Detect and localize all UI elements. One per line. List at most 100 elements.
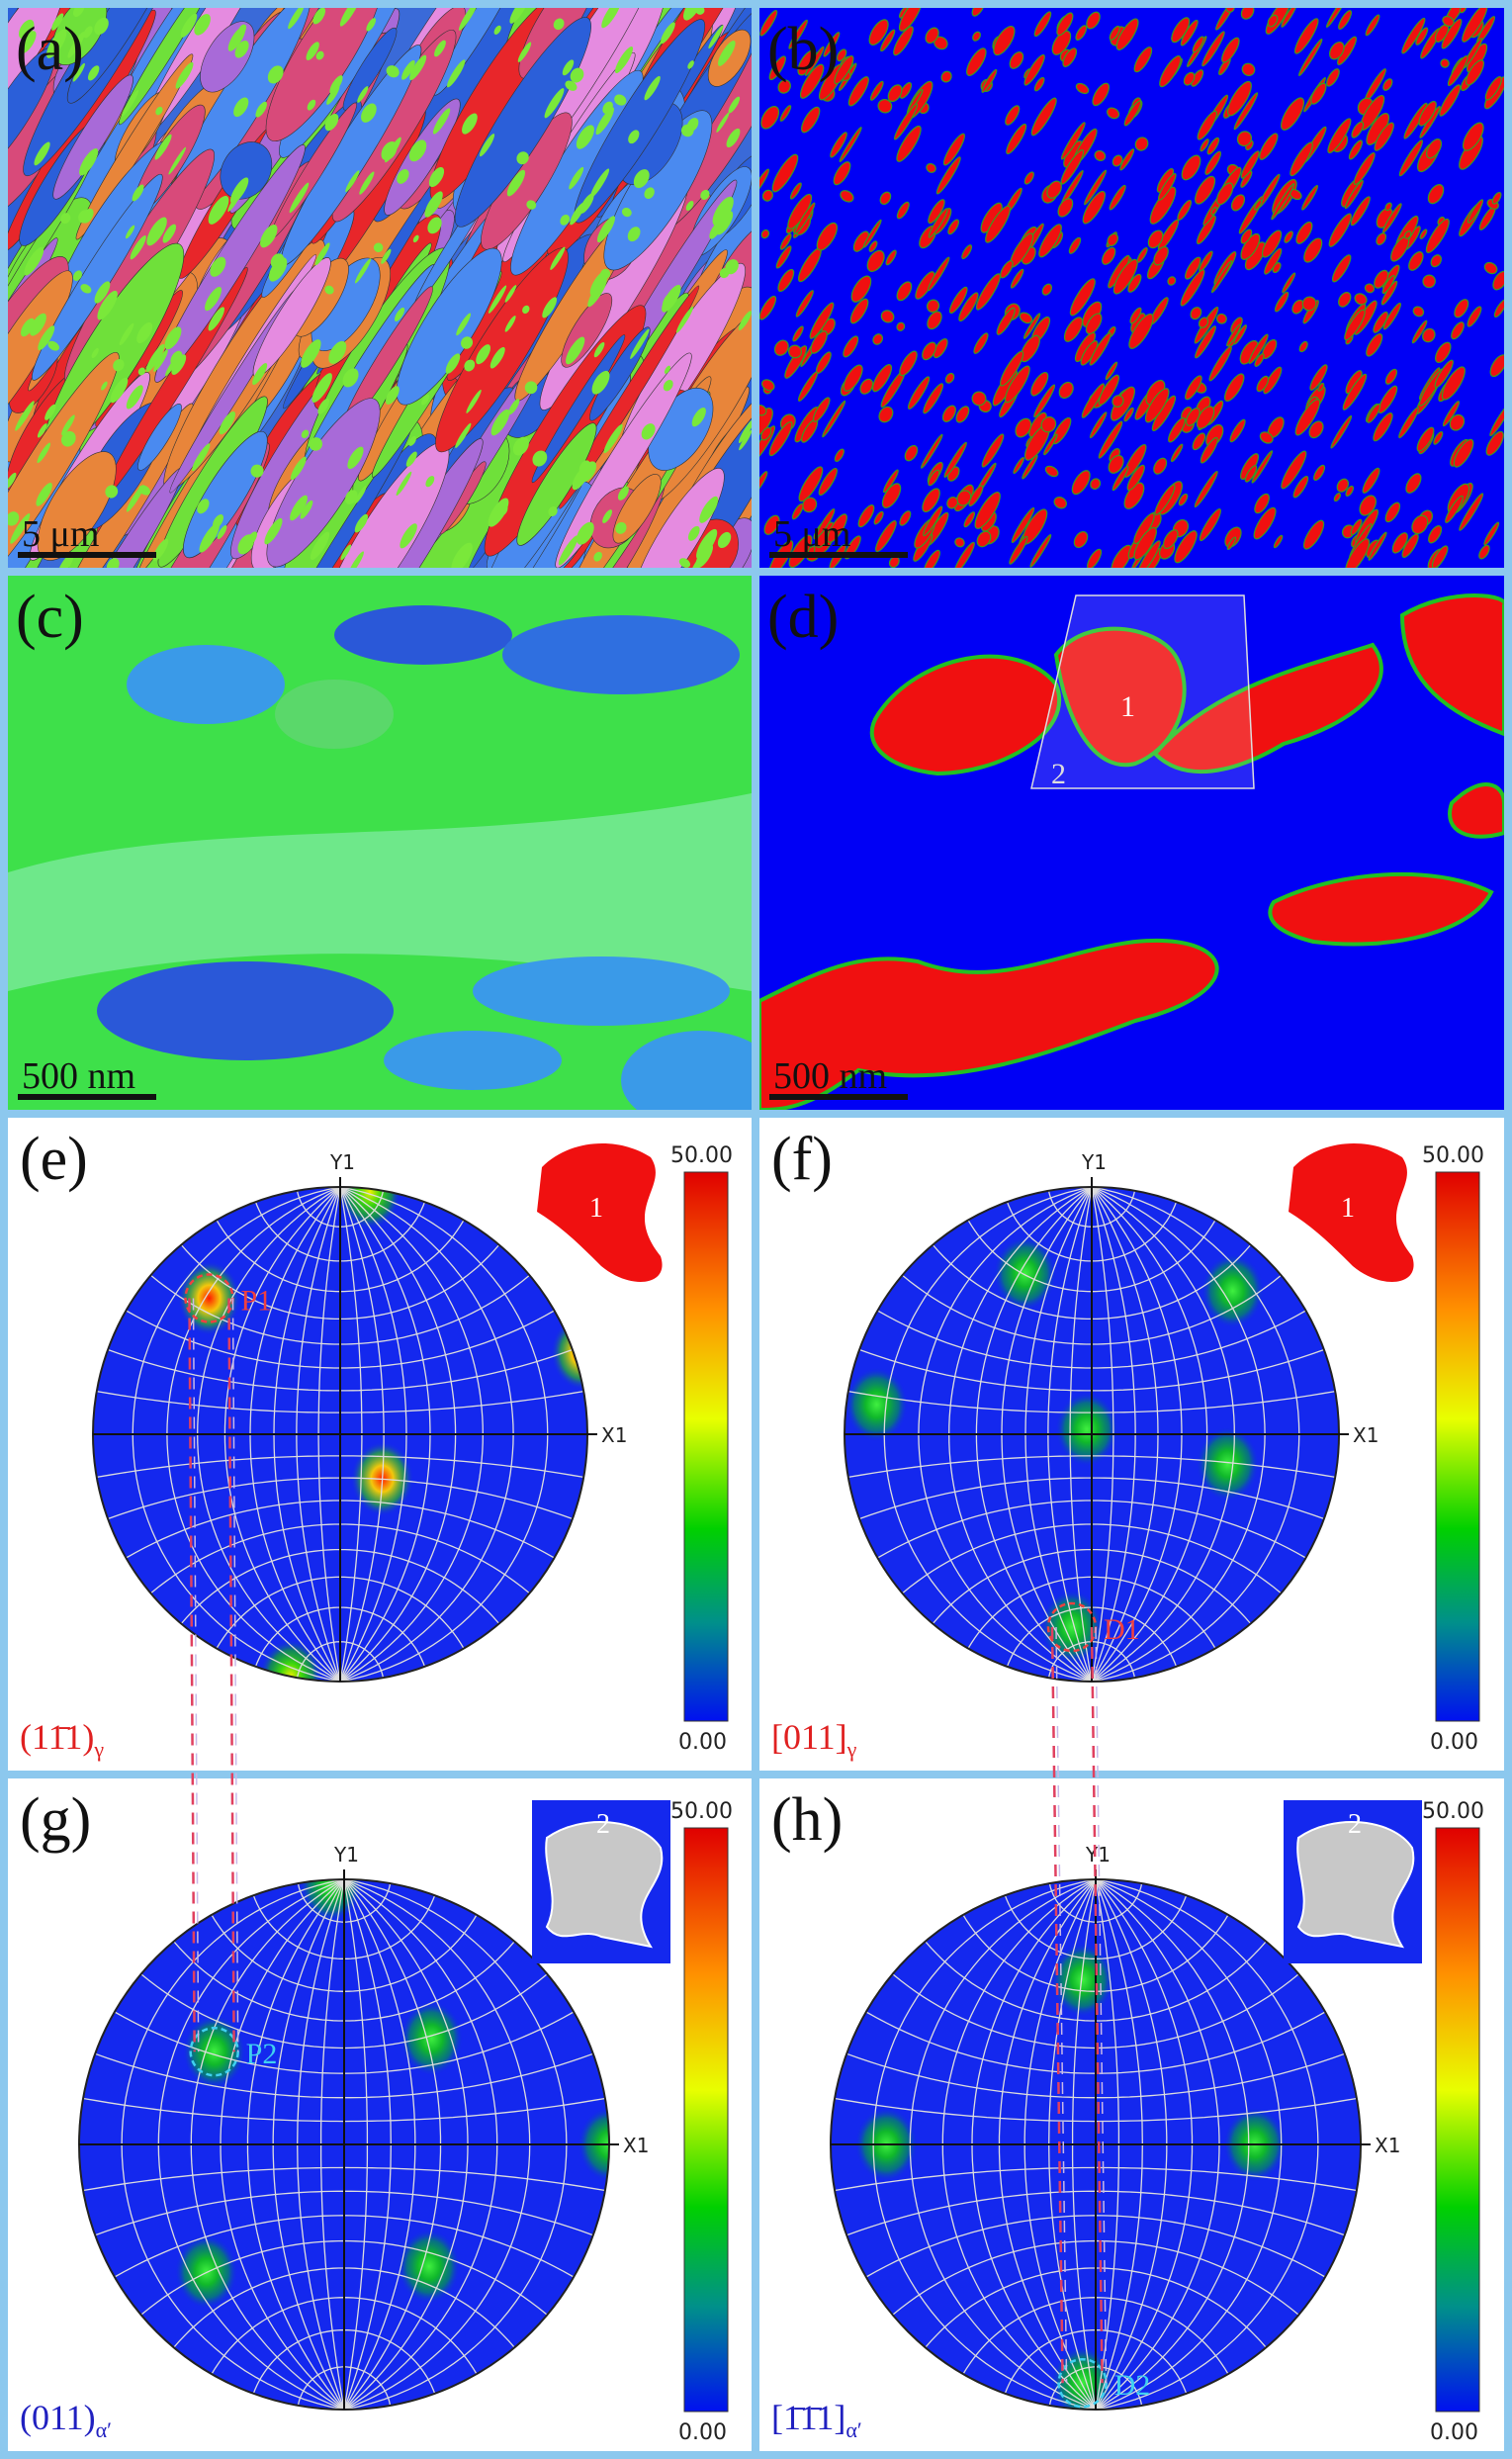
grain xyxy=(927,311,942,330)
scale-bar-label: 5 μm xyxy=(773,513,850,555)
grain xyxy=(1364,283,1376,294)
grain xyxy=(899,510,912,526)
grain xyxy=(75,53,194,240)
grain xyxy=(395,307,405,321)
grain xyxy=(373,242,384,252)
grain xyxy=(385,137,401,163)
grain xyxy=(759,408,773,436)
grain xyxy=(427,217,442,234)
grain xyxy=(508,399,520,415)
grain xyxy=(1062,47,1078,67)
grain xyxy=(1170,443,1184,463)
grain xyxy=(887,84,903,103)
scale-bar xyxy=(18,552,156,558)
grain xyxy=(1112,258,1138,295)
grain xyxy=(1467,306,1482,327)
grain xyxy=(1309,364,1328,391)
grain xyxy=(227,26,246,51)
grain xyxy=(928,208,948,238)
grain xyxy=(1174,530,1198,564)
grain xyxy=(1459,493,1484,531)
grain xyxy=(941,405,956,422)
grain xyxy=(421,394,430,406)
grain xyxy=(771,153,799,193)
grain xyxy=(1381,203,1402,233)
grain xyxy=(558,535,578,566)
grain xyxy=(1233,92,1259,131)
axis-label: Y1 xyxy=(333,1843,359,1867)
grain xyxy=(290,495,308,521)
grain xyxy=(700,189,710,201)
grain xyxy=(1038,224,1062,258)
grain xyxy=(97,290,118,320)
grain xyxy=(958,292,979,322)
grain xyxy=(578,460,590,474)
grain xyxy=(1491,191,1502,205)
grain xyxy=(675,306,694,333)
grain xyxy=(1051,30,1072,55)
grain xyxy=(1342,373,1368,410)
grain xyxy=(849,298,869,324)
colorbar-max: 50.00 xyxy=(670,1143,733,1168)
grain xyxy=(868,19,889,46)
grain xyxy=(1086,11,1101,30)
colorbar-min: 0.00 xyxy=(678,1730,727,1755)
region xyxy=(8,793,752,991)
grain xyxy=(1467,199,1484,224)
grain xyxy=(354,258,372,284)
grain xyxy=(1353,151,1376,185)
grain xyxy=(165,355,179,377)
grain xyxy=(759,9,778,37)
grain xyxy=(717,41,736,66)
grain xyxy=(760,106,780,130)
grain xyxy=(1115,18,1139,50)
grain xyxy=(898,8,923,32)
grain xyxy=(57,553,74,568)
grain xyxy=(974,492,1001,529)
grain xyxy=(1060,122,1086,160)
grain xyxy=(1462,8,1488,43)
martensite-region xyxy=(1268,871,1494,947)
grain xyxy=(896,321,906,331)
region-outline xyxy=(1030,594,1255,789)
grain xyxy=(205,286,222,312)
grain xyxy=(324,114,339,132)
grain xyxy=(1281,8,1297,28)
grain xyxy=(1005,105,1021,126)
grain xyxy=(922,341,937,361)
grain xyxy=(787,344,802,359)
grain xyxy=(1159,54,1182,88)
grain xyxy=(716,112,730,133)
grain xyxy=(1253,506,1277,540)
grain xyxy=(1112,395,1124,408)
grain xyxy=(971,391,987,407)
grain xyxy=(1153,457,1168,475)
grain xyxy=(943,441,967,478)
grain xyxy=(1225,8,1235,13)
grain xyxy=(199,522,220,553)
grain xyxy=(1331,254,1352,283)
grain xyxy=(1194,471,1218,508)
grain xyxy=(1226,323,1242,347)
grain xyxy=(777,79,791,94)
grain xyxy=(759,471,768,495)
grain xyxy=(1123,482,1145,509)
grain xyxy=(1000,350,1024,387)
grain xyxy=(8,472,17,490)
grain xyxy=(315,50,324,60)
grain xyxy=(348,551,364,568)
grain xyxy=(1489,402,1504,437)
grain xyxy=(1177,200,1193,221)
grain xyxy=(60,213,71,225)
grain xyxy=(154,134,172,160)
grain xyxy=(1326,68,1340,87)
scale-bar xyxy=(18,1094,156,1100)
grain xyxy=(47,340,59,351)
grain xyxy=(759,295,777,320)
grain xyxy=(1240,232,1261,260)
grain xyxy=(1163,529,1179,550)
grain xyxy=(550,246,566,270)
grain xyxy=(1200,436,1218,464)
grain xyxy=(1023,171,1034,185)
grain xyxy=(576,521,594,545)
